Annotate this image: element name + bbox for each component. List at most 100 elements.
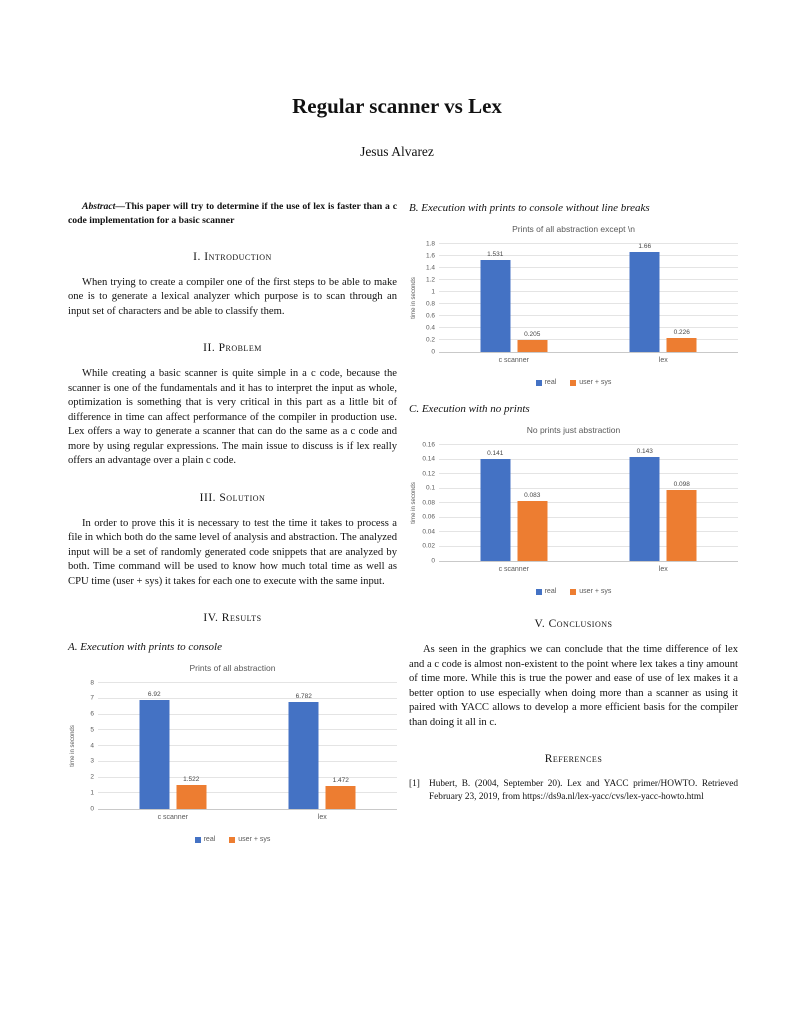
bar-value-label: 0.226: [673, 329, 690, 337]
y-axis-title: time in seconds: [68, 683, 78, 809]
chart-no-prints: No prints just abstraction time in second…: [409, 425, 738, 595]
abstract-label: Abstract—: [82, 201, 126, 213]
bar-real-lex: [629, 252, 660, 353]
x-axis-labels: c scanner lex: [439, 357, 738, 369]
y-tick-label: 1: [431, 287, 435, 295]
x-category-label-lex: lex: [658, 566, 668, 574]
paragraph-conclusions: As seen in the graphics we can conclude …: [409, 644, 738, 728]
bar-user-sys-c-scanner: [517, 501, 548, 562]
bar-user-sys-c-scanner: [517, 340, 548, 353]
paper-author: Jesus Alvarez: [360, 144, 434, 160]
gridline: [98, 745, 397, 747]
gridline: [439, 327, 738, 329]
legend-label: real: [544, 588, 557, 596]
bar-column: 1.472: [325, 777, 356, 810]
gridline: [439, 255, 738, 257]
plot-area: 6.92 1.522 6.782 1.472: [98, 682, 397, 811]
y-tick-label: 0.1: [425, 484, 435, 492]
paragraph-problem: While creating a basic scanner is quite …: [68, 368, 397, 467]
bar-real-lex: [288, 702, 319, 810]
gridline: [98, 792, 397, 794]
chart-title: No prints just abstraction: [526, 425, 621, 436]
gridline: [98, 682, 397, 684]
chart-title: Prints of all abstraction except \n: [512, 224, 635, 235]
legend-color-chip: [535, 588, 542, 595]
gridline: [439, 516, 738, 518]
plot-area-wrap: 6.92 1.522 6.782 1.472 c scanner lex: [98, 682, 397, 826]
section-heading-conclusions: V. Conclusions: [534, 618, 613, 631]
paragraph-introduction: When trying to create a compiler one of …: [68, 276, 397, 317]
y-tick-label: 1: [90, 789, 94, 797]
bar-value-label: 1.472: [332, 777, 349, 785]
gridline: [439, 545, 738, 547]
y-tick-label: 2: [90, 773, 94, 781]
gridline: [439, 473, 738, 475]
legend-item-user-sys: user + sys: [229, 836, 270, 843]
bar-column: 0.098: [666, 481, 697, 562]
y-tick-label: 1.2: [425, 275, 435, 283]
bar-user-sys-c-scanner: [176, 785, 207, 810]
chart-prints-of-all-abstraction: Prints of all abstraction time in seconds…: [68, 663, 397, 843]
y-tick-label: 0.02: [422, 542, 435, 550]
y-tick-label: 6: [90, 710, 94, 718]
gridline: [439, 243, 738, 245]
y-tick-label: 8: [90, 678, 94, 686]
gridline: [98, 697, 397, 699]
gridline: [439, 444, 738, 446]
bar-column: 0.083: [517, 492, 548, 562]
x-axis-labels: c scanner lex: [98, 814, 397, 826]
bar-user-sys-lex: [666, 490, 697, 562]
paper-title: Regular scanner vs Lex: [292, 94, 502, 118]
gridline: [439, 531, 738, 533]
y-tick-label: 0.06: [422, 513, 435, 521]
bar-value-label: 0.143: [636, 448, 653, 456]
y-tick-label: 0.04: [422, 527, 435, 535]
legend-color-chip: [570, 379, 577, 386]
y-tick-label: 0: [90, 804, 94, 812]
y-axis-title: time in seconds: [409, 244, 419, 352]
bar-column: 1.66: [629, 243, 660, 353]
legend-item-user-sys: user + sys: [570, 588, 611, 595]
reference-number: [1]: [409, 779, 420, 790]
plot-area-wrap: 0.141 0.083 0.143 0.098 c scanner lex: [439, 444, 738, 578]
bar-column: 1.522: [176, 776, 207, 810]
bar-user-sys-lex: [325, 786, 356, 810]
bar-real-lex: [629, 457, 660, 562]
y-tick-label: 0.16: [422, 440, 435, 448]
legend-color-chip: [535, 379, 542, 386]
bar-column: 0.143: [629, 448, 660, 562]
plot-area: 0.141 0.083 0.143 0.098: [439, 444, 738, 563]
bar-user-sys-lex: [666, 338, 697, 353]
subsection-heading-b: B. Execution with prints to console with…: [409, 202, 650, 215]
gridline: [439, 291, 738, 293]
y-tick-label: 0.6: [425, 311, 435, 319]
plot-area-wrap: 1.531 0.205 1.66 0.226 c scanner lex: [439, 243, 738, 369]
chart-legend: real user + sys: [409, 588, 738, 595]
bar-group-lex: 0.143 0.098: [629, 448, 697, 562]
bar-value-label: 1.522: [183, 776, 200, 784]
y-tick-label: 0.14: [422, 455, 435, 463]
y-tick-label: 1.4: [425, 263, 435, 271]
bar-value-label: 0.205: [524, 331, 541, 339]
gridline: [439, 303, 738, 305]
plot-area: 1.531 0.205 1.66 0.226: [439, 243, 738, 354]
legend-label: real: [544, 379, 557, 387]
section-heading-problem: II. Problem: [203, 342, 262, 355]
subsection-heading-a: A. Execution with prints to console: [68, 641, 222, 654]
bar-value-label: 6.92: [147, 691, 161, 699]
y-axis-title-text: time in seconds: [411, 277, 417, 319]
bar-value-label: 6.782: [295, 693, 312, 701]
abstract: Abstract—This paper will try to determin…: [68, 200, 397, 228]
chart-plot-row: time in seconds 0 1 2 3 4 5 6 7 8 6.92 1.522 6.782 1.…: [68, 678, 397, 826]
section-heading-results: IV. Results: [203, 612, 262, 625]
y-tick-label: 1.8: [425, 239, 435, 247]
bar-real-c-scanner: [480, 260, 511, 353]
paragraph-solution: In order to prove this it is necessary t…: [68, 517, 397, 587]
bar-column: 0.226: [666, 329, 697, 353]
x-axis-labels: c scanner lex: [439, 566, 738, 578]
bar-group-lex: 1.66 0.226: [629, 243, 697, 353]
legend-item-real: real: [194, 836, 215, 843]
gridline: [439, 458, 738, 460]
legend-item-user-sys: user + sys: [570, 379, 611, 386]
